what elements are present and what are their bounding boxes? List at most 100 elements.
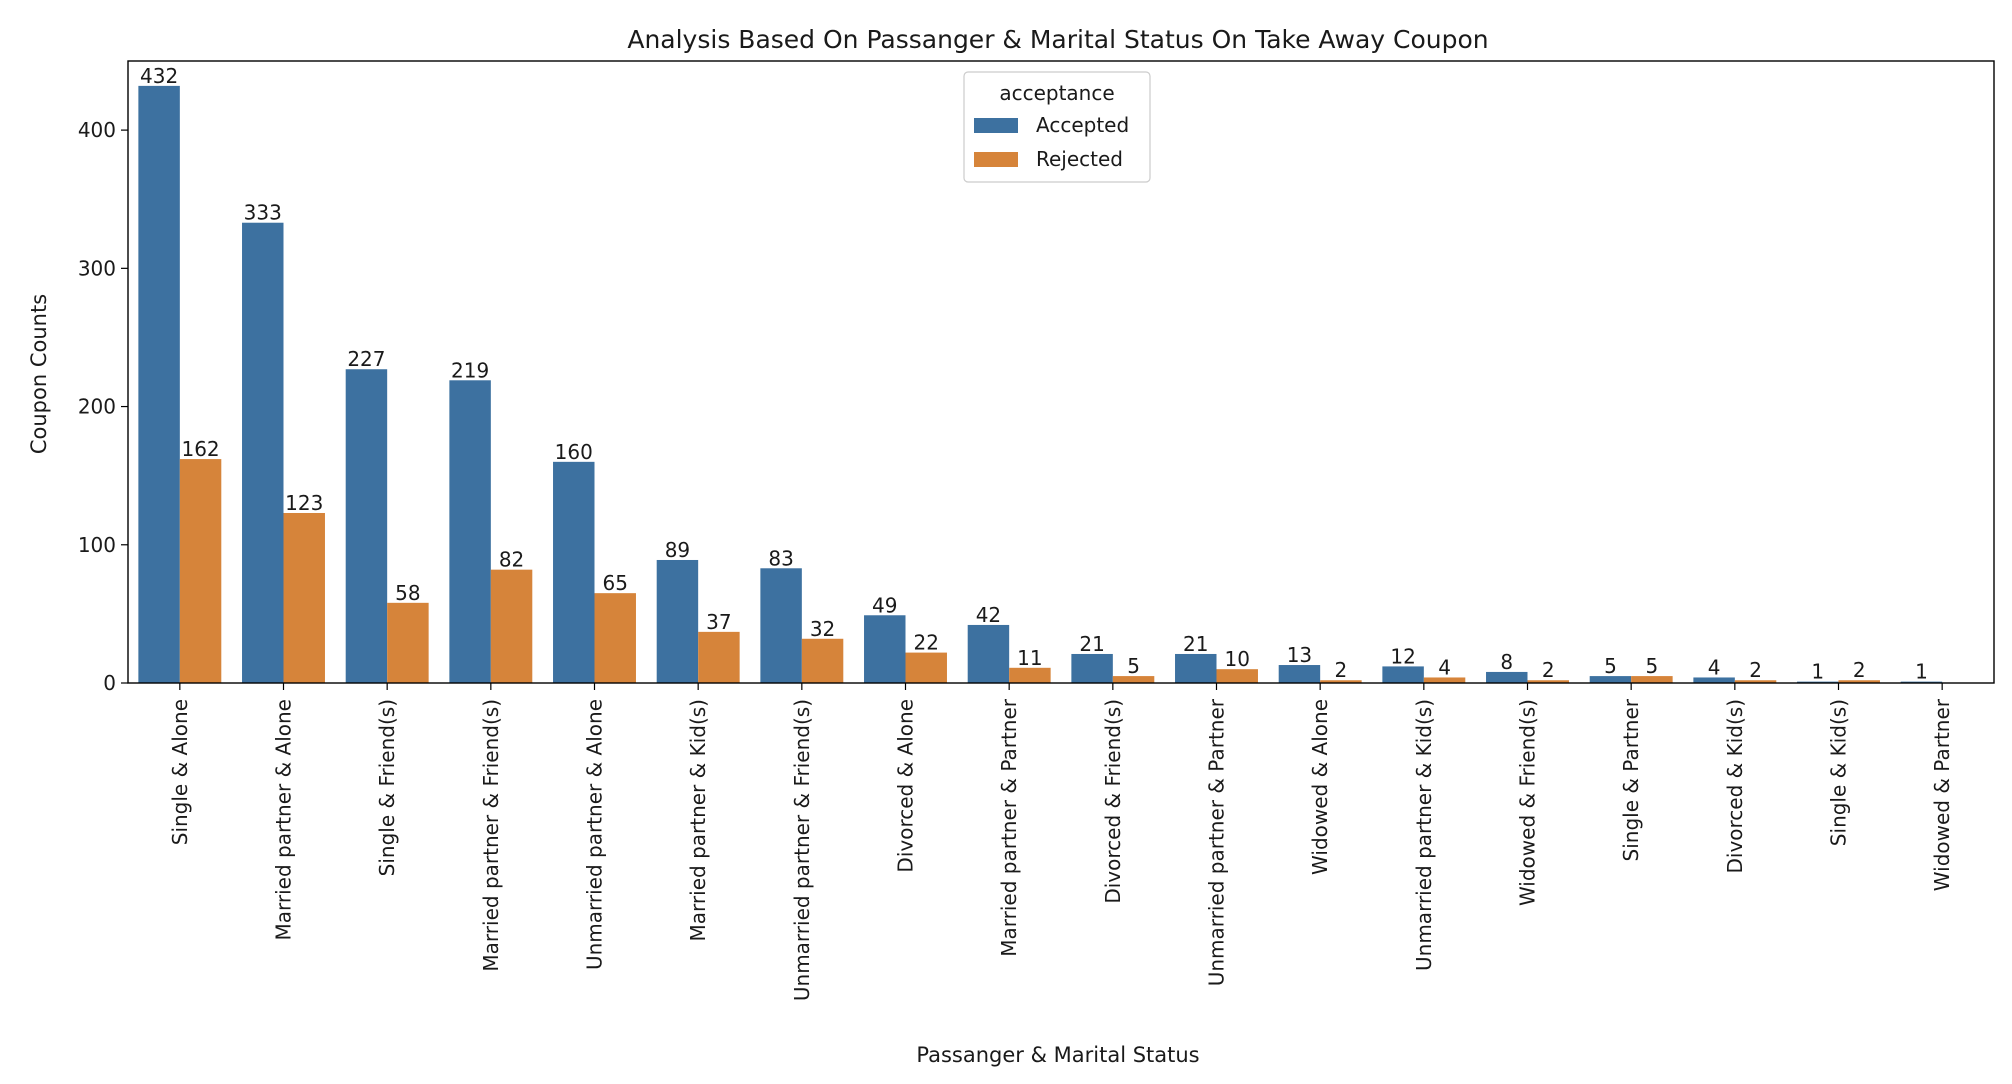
bar-rejected — [490, 569, 533, 683]
data-label: 89 — [665, 538, 690, 562]
data-label: 2 — [1853, 658, 1866, 682]
x-tick-label: Single & Alone — [168, 699, 192, 845]
data-label: 13 — [1287, 643, 1312, 667]
legend: acceptance Accepted Rejected — [963, 71, 1151, 183]
data-label: 12 — [1390, 644, 1415, 668]
y-tick-label: 200 — [78, 395, 116, 419]
legend-label-rejected: Rejected — [1036, 147, 1123, 171]
bar-rejected — [1734, 680, 1777, 683]
x-tick-label: Widowed & Alone — [1308, 699, 1332, 875]
data-label: 1 — [1915, 660, 1928, 684]
data-label: 42 — [976, 603, 1001, 627]
data-label: 8 — [1500, 650, 1513, 674]
bar-accepted — [1278, 665, 1321, 683]
y-tick-label: 300 — [78, 256, 116, 280]
data-label: 333 — [244, 201, 282, 225]
x-tick-label: Divorced & Kid(s) — [1723, 699, 1747, 874]
bar-rejected — [1423, 677, 1466, 683]
bar-accepted — [553, 461, 595, 683]
bar-rejected — [179, 459, 222, 683]
x-tick-label: Unmarried partner & Alone — [583, 699, 607, 970]
bar-rejected — [1320, 680, 1362, 683]
bar-rejected — [1631, 676, 1673, 683]
x-tick-label: Divorced & Friend(s) — [1101, 699, 1125, 904]
bar-accepted — [242, 222, 284, 683]
bar-accepted — [967, 624, 1010, 683]
x-tick-label: Unmarried partner & Friend(s) — [790, 699, 814, 1001]
data-label: 123 — [285, 491, 323, 515]
x-tick-label: Single & Kid(s) — [1827, 699, 1851, 846]
data-label: 4 — [1708, 655, 1721, 679]
legend-label-accepted: Accepted — [1036, 113, 1129, 137]
legend-title: acceptance — [999, 81, 1114, 105]
x-tick-label: Married partner & Partner — [997, 698, 1021, 957]
bar-accepted — [760, 568, 802, 683]
x-tick-label: Married partner & Friend(s) — [479, 699, 503, 972]
bar-rejected — [1112, 676, 1155, 683]
data-label: 37 — [706, 610, 731, 634]
bar-rejected — [1527, 680, 1569, 683]
data-label: 162 — [181, 437, 219, 461]
data-label: 432 — [140, 64, 178, 88]
data-label: 82 — [499, 548, 524, 572]
bar-rejected — [1838, 680, 1880, 683]
bar-accepted — [1382, 666, 1424, 683]
bar-rejected — [698, 631, 740, 683]
data-label: 58 — [395, 581, 420, 605]
bar-accepted — [864, 615, 906, 683]
data-label: 83 — [768, 546, 793, 570]
data-label: 160 — [555, 440, 593, 464]
bar-rejected — [801, 638, 844, 683]
bar-rejected — [283, 512, 325, 683]
data-label: 2 — [1542, 658, 1555, 682]
x-tick-label: Unmarried partner & Partner — [1205, 698, 1229, 986]
x-tick-label: Widowed & Partner — [1930, 698, 1954, 891]
chart-title: Analysis Based On Passanger & Marital St… — [627, 25, 1488, 54]
data-label: 11 — [1017, 646, 1042, 670]
y-tick-label: 100 — [78, 533, 116, 557]
data-label: 5 — [1127, 654, 1140, 678]
legend-swatch-rejected — [974, 152, 1018, 167]
bar-rejected — [1009, 667, 1051, 683]
data-label: 219 — [451, 358, 489, 382]
bar-rejected — [905, 652, 947, 683]
data-label: 21 — [1183, 632, 1208, 656]
data-label: 32 — [810, 617, 835, 641]
data-label: 1 — [1811, 660, 1824, 684]
data-label: 22 — [914, 631, 939, 655]
bar-rejected — [1216, 669, 1258, 683]
y-axis-label: Coupon Counts — [27, 294, 51, 454]
x-tick-label: Divorced & Alone — [894, 699, 918, 873]
data-label: 2 — [1335, 658, 1348, 682]
data-label: 65 — [603, 571, 628, 595]
bar-accepted — [1071, 653, 1113, 683]
x-tick-label: Married partner & Alone — [272, 699, 296, 941]
bar-accepted — [1693, 677, 1735, 683]
x-tick-label: Single & Partner — [1619, 698, 1643, 861]
legend-swatch-accepted — [974, 118, 1018, 133]
data-label: 5 — [1604, 654, 1617, 678]
bar-accepted — [656, 559, 699, 683]
bar-accepted — [449, 380, 491, 683]
bar-accepted — [138, 85, 180, 683]
bar-accepted — [1175, 653, 1217, 683]
data-label: 5 — [1646, 654, 1659, 678]
x-tick-label: Married partner & Kid(s) — [686, 699, 710, 941]
data-label: 2 — [1749, 658, 1762, 682]
bar-accepted — [1589, 676, 1632, 683]
bar-accepted — [345, 369, 388, 683]
bar-rejected — [387, 602, 429, 683]
plot-frame — [127, 60, 1995, 684]
x-axis-label: Passanger & Marital Status — [916, 1043, 1199, 1067]
data-label: 21 — [1079, 632, 1104, 656]
y-tick-label: 0 — [103, 671, 116, 695]
data-label: 227 — [347, 347, 385, 371]
data-label: 10 — [1225, 647, 1250, 671]
data-label: 49 — [872, 593, 897, 617]
bar-accepted — [1486, 671, 1528, 683]
data-label: 4 — [1438, 655, 1451, 679]
